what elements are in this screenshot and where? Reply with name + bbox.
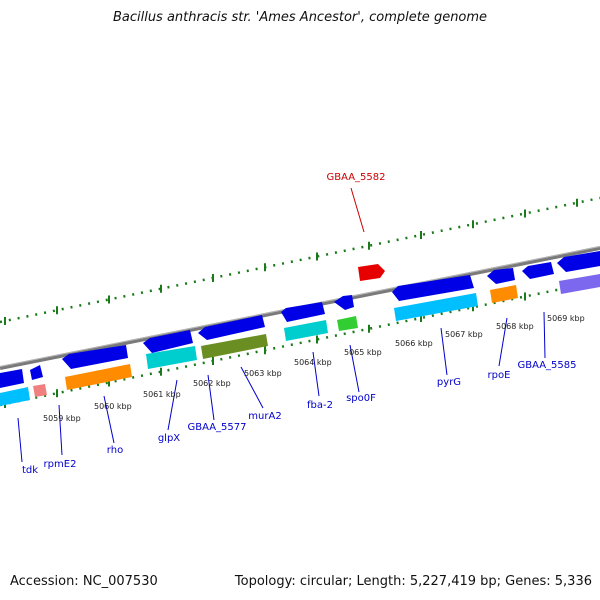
gene-label-fba-2[interactable]: fba-2 [307, 400, 333, 411]
gene-feature [0, 369, 24, 388]
accession-text: Accession: NC_007530 [10, 574, 158, 589]
kbp-label: 5068 kbp [496, 322, 534, 331]
gene-label-rho[interactable]: rho [107, 445, 123, 456]
gene-feature [559, 274, 600, 294]
gene-label-rpmE2[interactable]: rpmE2 [44, 459, 77, 470]
gene-feature [198, 315, 265, 340]
kbp-label: 5061 kbp [143, 390, 181, 399]
kbp-label: 5067 kbp [445, 330, 483, 339]
gene-feature [522, 262, 554, 279]
kbp-label: 5066 kbp [395, 339, 433, 348]
gene-label-pyrG[interactable]: pyrG [437, 377, 461, 388]
map-title: Bacillus anthracis str. 'Ames Ancestor',… [112, 10, 488, 25]
gene-label-GBAA_5585[interactable]: GBAA_5585 [517, 360, 576, 371]
gene-highlight-GBAA_5582 [358, 264, 385, 281]
gene-feature [30, 365, 43, 380]
gene-feature [394, 293, 478, 321]
gene-label-glpX[interactable]: glpX [158, 433, 180, 444]
gene-feature [487, 268, 515, 284]
gene-leader-lines [17, 311, 546, 463]
gene-feature [334, 295, 354, 310]
kbp-label: 5064 kbp [294, 358, 332, 367]
gene-feature [146, 346, 197, 369]
gene-label-murA2[interactable]: murA2 [248, 411, 281, 422]
kbp-label: 5062 kbp [193, 379, 231, 388]
gene-label-rpoE[interactable]: rpoE [488, 370, 511, 381]
gene-feature [65, 364, 132, 390]
gene-feature [337, 316, 358, 331]
gene-feature [557, 251, 600, 272]
gene-label-GBAA_5577[interactable]: GBAA_5577 [187, 422, 246, 433]
gene-label-GBAA_5582[interactable]: GBAA_5582 [326, 172, 385, 183]
gene-feature [33, 384, 47, 397]
forward-strand-genes [0, 274, 600, 406]
topology-text: Topology: circular; Length: 5,227,419 bp… [234, 574, 592, 589]
major-ticks [4, 198, 578, 408]
gene-feature [490, 285, 518, 303]
kbp-label: 5069 kbp [547, 314, 585, 323]
gene-feature [281, 302, 325, 322]
leader-GBAA_5582 [350, 187, 365, 233]
kbp-label: 5065 kbp [344, 348, 382, 357]
gene-feature [284, 320, 328, 341]
gene-feature [392, 275, 474, 301]
gene-label-tdk[interactable]: tdk [22, 465, 38, 476]
lower-tick-track [0, 279, 600, 407]
gene-feature [201, 334, 268, 359]
gene-feature [62, 345, 128, 369]
reverse-strand-genes [0, 251, 600, 388]
gene-feature [0, 387, 30, 406]
kbp-labels: 5059 kbp 5060 kbp 5061 kbp 5062 kbp 5063 kbp… [43, 314, 585, 423]
kbp-label: 5063 kbp [244, 369, 282, 378]
kbp-label: 5060 kbp [94, 402, 132, 411]
gene-feature [143, 330, 193, 353]
upper-tick-track [0, 196, 600, 324]
gene-label-spo0F[interactable]: spo0F [346, 393, 376, 404]
kbp-label: 5059 kbp [43, 414, 81, 423]
